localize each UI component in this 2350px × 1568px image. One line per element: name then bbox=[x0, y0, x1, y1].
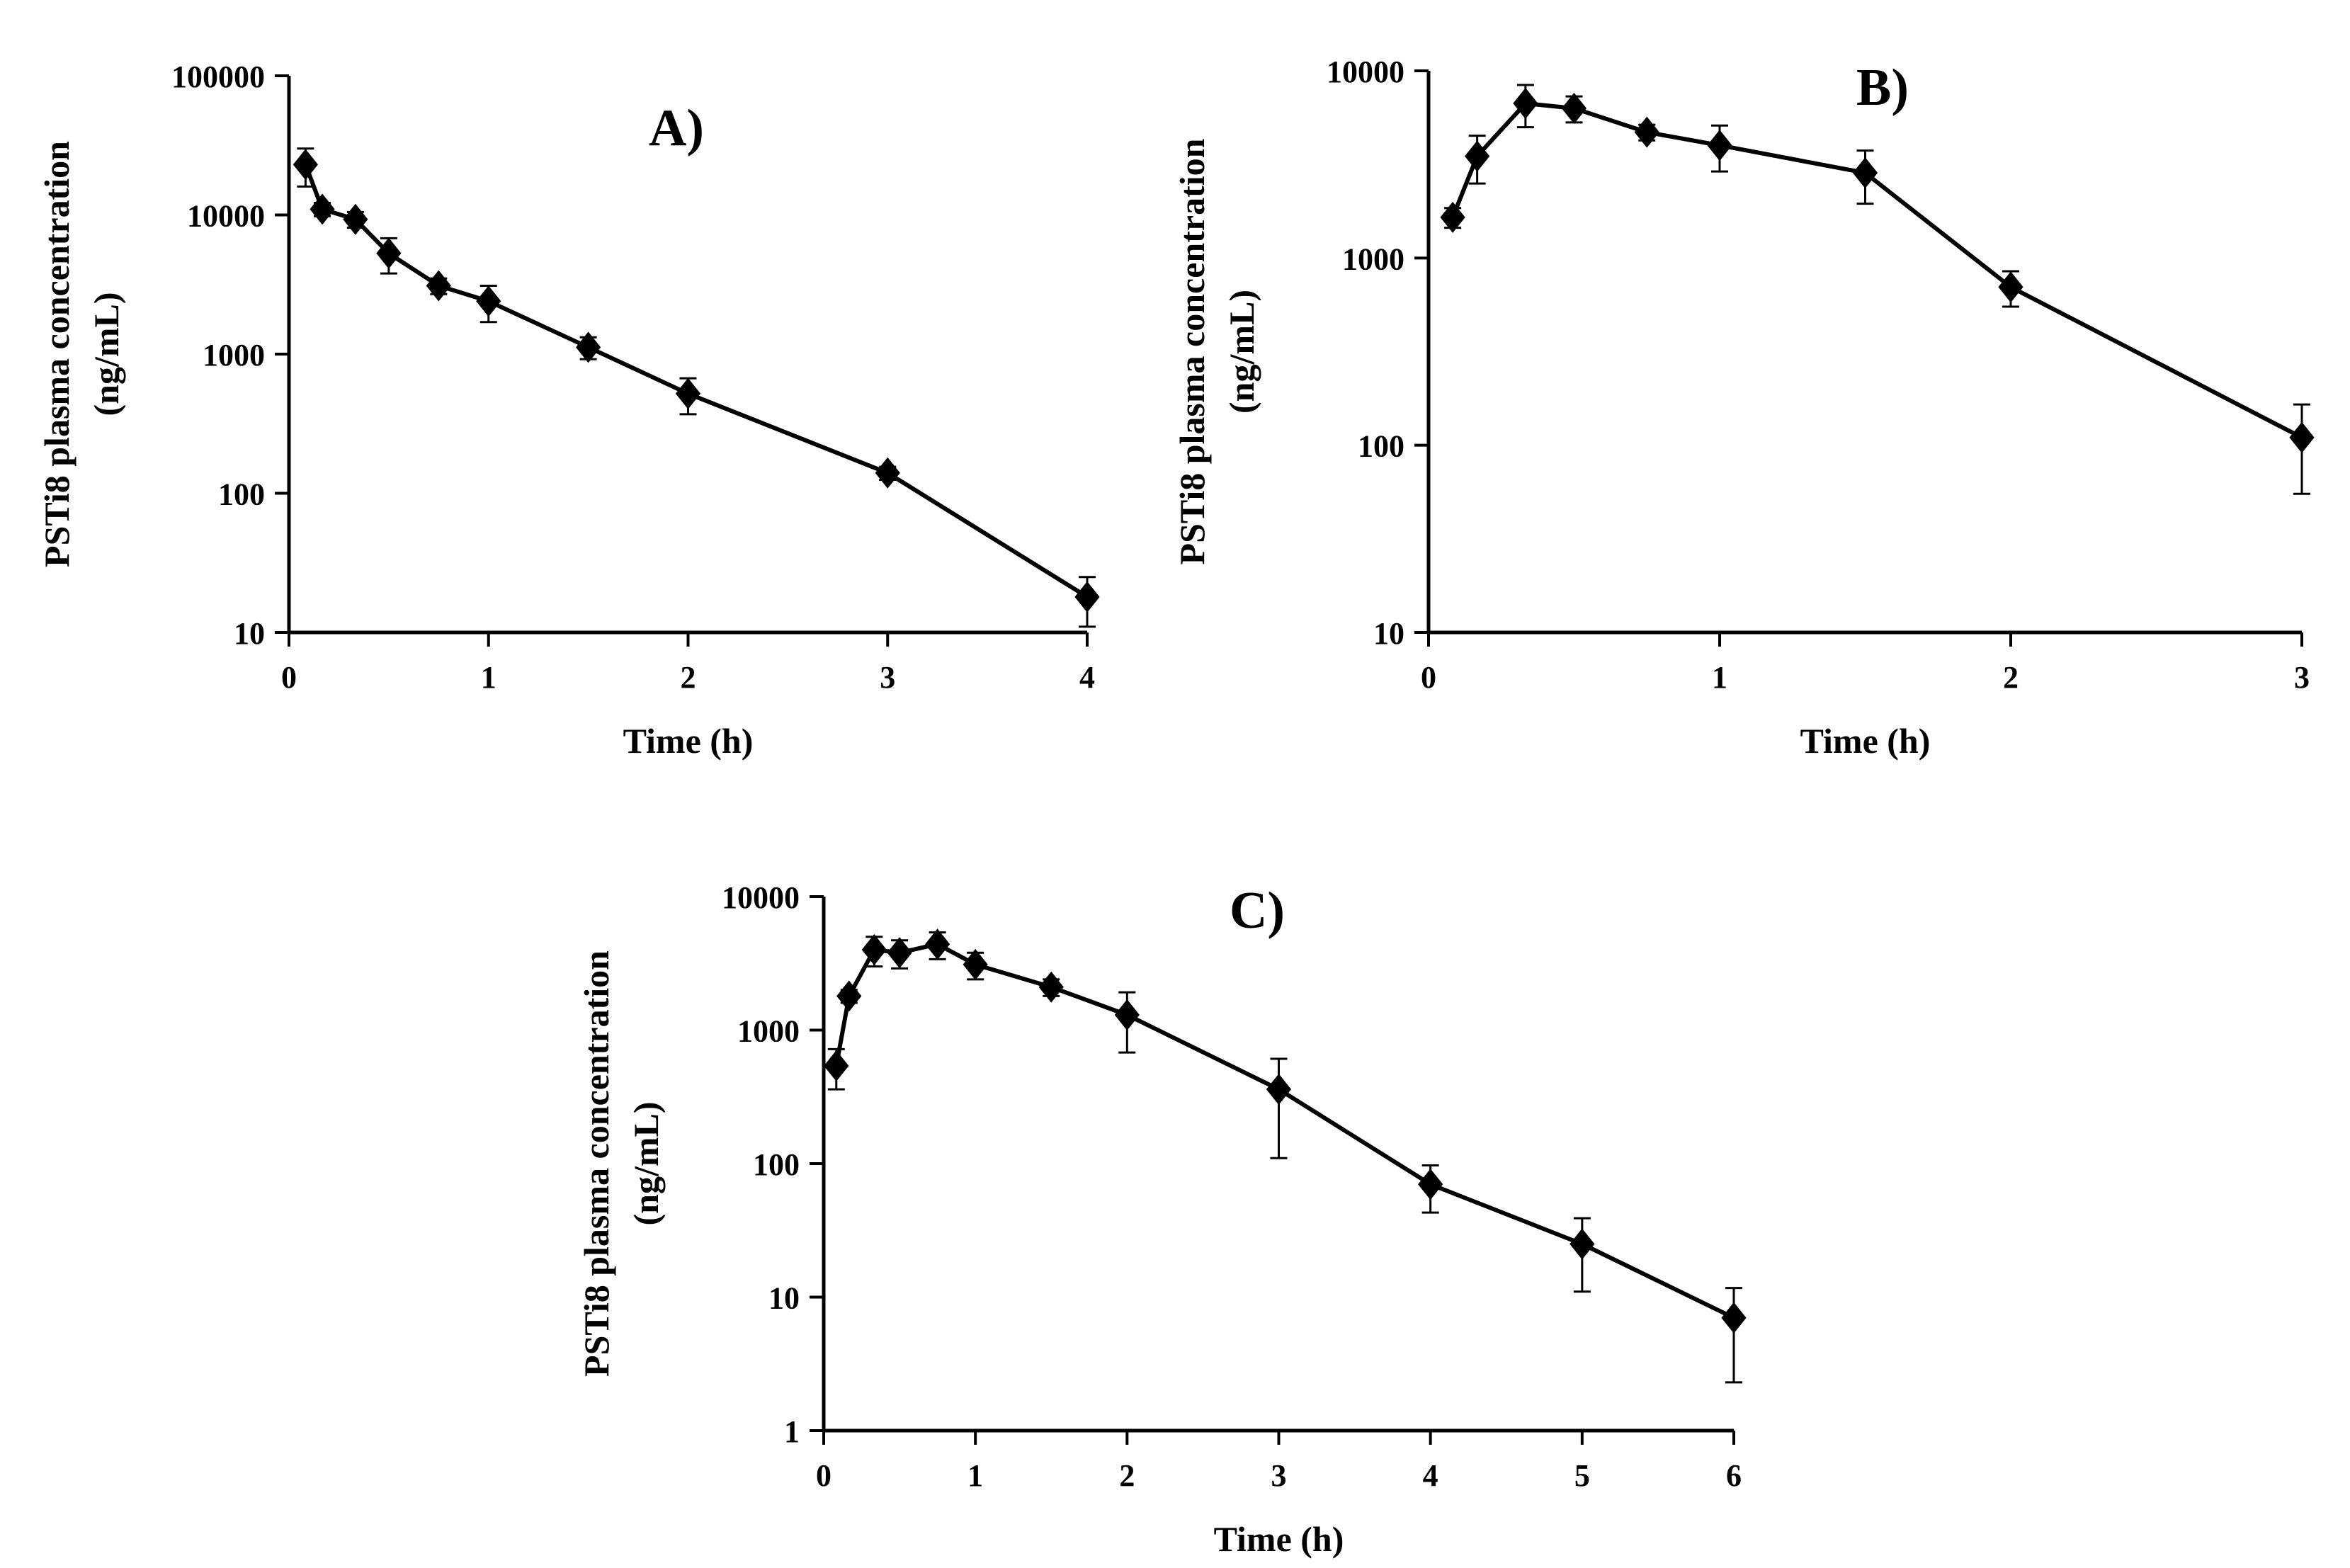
data-point bbox=[1634, 116, 1659, 148]
y-axis-label-unit: (ng/mL) bbox=[626, 1102, 666, 1226]
y-axis-label: PSTi8 plasma concentration bbox=[1172, 138, 1212, 564]
x-tick-label: 0 bbox=[281, 660, 297, 695]
y-axis-label-unit: (ng/mL) bbox=[1222, 290, 1261, 414]
data-point bbox=[963, 948, 988, 980]
y-tick-label: 100 bbox=[1358, 429, 1404, 464]
x-tick-label: 6 bbox=[1726, 1458, 1742, 1493]
data-point bbox=[887, 937, 912, 969]
y-tick-label: 10 bbox=[234, 616, 265, 651]
y-tick-label: 100 bbox=[753, 1147, 800, 1182]
data-point bbox=[1998, 271, 2023, 303]
x-tick-label: 2 bbox=[2003, 660, 2019, 695]
panel-title: B) bbox=[1856, 59, 1909, 117]
x-tick-label: 2 bbox=[1119, 1458, 1135, 1493]
panel-title: C) bbox=[1230, 882, 1285, 940]
x-axis-label: Time (h) bbox=[1214, 1519, 1344, 1559]
x-tick-label: 0 bbox=[816, 1458, 831, 1493]
data-point bbox=[426, 270, 451, 302]
data-point bbox=[875, 457, 900, 489]
data-point bbox=[925, 928, 950, 960]
data-point bbox=[675, 377, 701, 409]
data-point bbox=[576, 331, 601, 363]
x-tick-label: 3 bbox=[2294, 660, 2310, 695]
data-point bbox=[1465, 140, 1490, 172]
y-tick-label: 10 bbox=[768, 1281, 800, 1316]
data-point bbox=[293, 149, 318, 181]
data-point bbox=[1114, 999, 1140, 1031]
data-point bbox=[1440, 201, 1465, 233]
x-tick-label: 1 bbox=[1712, 660, 1727, 695]
data-point bbox=[1074, 581, 1100, 613]
data-point bbox=[376, 237, 402, 269]
data-point bbox=[1561, 93, 1587, 125]
y-tick-label: 100000 bbox=[171, 59, 265, 94]
data-point bbox=[2289, 421, 2315, 453]
data-point bbox=[1721, 1302, 1747, 1334]
data-point bbox=[1038, 971, 1064, 1003]
data-point bbox=[824, 1050, 849, 1081]
x-tick-label: 4 bbox=[1423, 1458, 1438, 1493]
x-tick-label: 3 bbox=[880, 660, 895, 695]
y-tick-label: 10000 bbox=[722, 880, 800, 915]
y-tick-label: 10000 bbox=[1327, 55, 1404, 89]
data-point bbox=[343, 203, 368, 235]
data-point bbox=[1569, 1228, 1595, 1260]
y-tick-label: 1000 bbox=[203, 338, 265, 373]
x-tick-label: 4 bbox=[1079, 660, 1095, 695]
y-axis-label-unit: (ng/mL) bbox=[86, 292, 126, 416]
y-tick-label: 1000 bbox=[1342, 242, 1404, 276]
panel-title: A) bbox=[649, 99, 704, 157]
x-tick-label: 5 bbox=[1574, 1458, 1590, 1493]
data-point bbox=[1418, 1169, 1443, 1200]
y-axis-label: PSTi8 plasma concentration bbox=[37, 141, 76, 567]
x-axis-label: Time (h) bbox=[1800, 721, 1931, 761]
y-axis-label: PSTi8 plasma concentration bbox=[577, 950, 616, 1377]
x-axis-label: Time (h) bbox=[623, 721, 754, 761]
x-tick-label: 2 bbox=[681, 660, 696, 695]
data-point bbox=[1852, 157, 1878, 189]
y-tick-label: 100 bbox=[218, 477, 265, 512]
series-line bbox=[303, 164, 1089, 599]
x-tick-label: 1 bbox=[967, 1458, 983, 1493]
data-point bbox=[1266, 1074, 1292, 1106]
data-point bbox=[1707, 130, 1732, 161]
y-tick-label: 10 bbox=[1373, 616, 1404, 651]
y-tick-label: 10000 bbox=[187, 199, 265, 234]
chart-panel-b: 0 1 2 3 10 100 1000 10000 Time (h) PSTi8 plasma c… bbox=[1172, 55, 2315, 761]
x-tick-label: 0 bbox=[1421, 660, 1436, 695]
x-tick-label: 3 bbox=[1271, 1458, 1287, 1493]
y-tick-label: 1000 bbox=[737, 1014, 800, 1049]
data-point bbox=[861, 934, 887, 966]
data-point bbox=[836, 980, 862, 1012]
x-tick-label: 1 bbox=[481, 660, 496, 695]
data-point bbox=[476, 285, 501, 317]
data-point bbox=[1513, 87, 1538, 119]
chart-panel-a: 0 1 2 3 4 10 100 1000 10000 100000 Time (h) PSTi8 p… bbox=[37, 59, 1100, 761]
data-point bbox=[310, 193, 335, 225]
y-tick-label: 1 bbox=[784, 1414, 800, 1449]
